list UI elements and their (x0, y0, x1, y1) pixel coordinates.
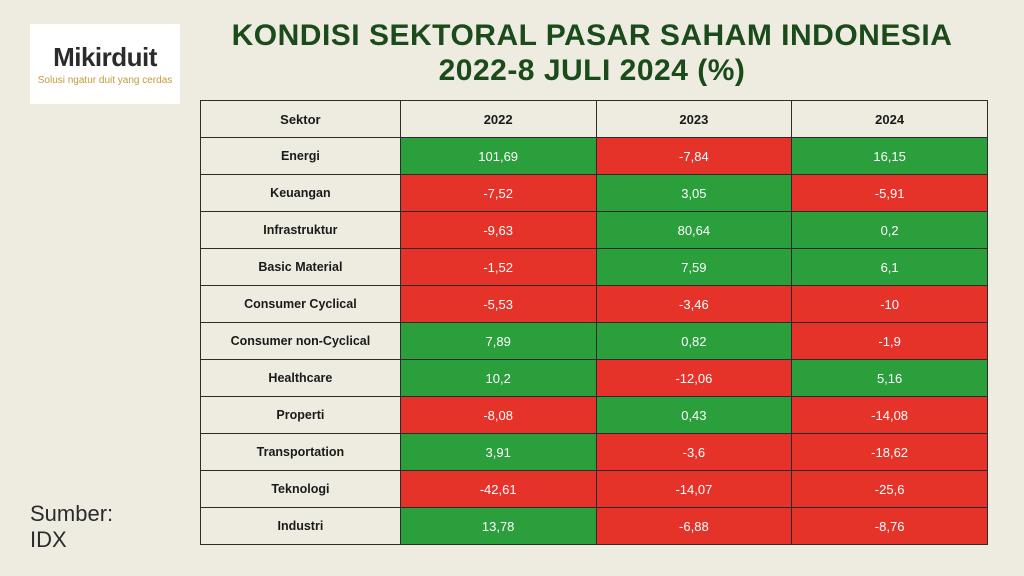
table-header-row: Sektor202220232024 (201, 101, 988, 138)
value-cell: -14,07 (596, 471, 792, 508)
value-cell: -9,63 (400, 212, 596, 249)
sector-cell: Consumer non-Cyclical (201, 323, 401, 360)
col-sector: Sektor (201, 101, 401, 138)
value-cell: 3,05 (596, 175, 792, 212)
value-cell: 0,43 (596, 397, 792, 434)
value-cell: -7,52 (400, 175, 596, 212)
value-cell: 5,16 (792, 360, 988, 397)
sector-cell: Keuangan (201, 175, 401, 212)
source-label: Sumber: (30, 501, 113, 526)
value-cell: 16,15 (792, 138, 988, 175)
value-cell: 6,1 (792, 249, 988, 286)
value-cell: -1,52 (400, 249, 596, 286)
value-cell: -5,53 (400, 286, 596, 323)
brand-tagline: Solusi ngatur duit yang cerdas (38, 75, 173, 86)
value-cell: -6,88 (596, 508, 792, 545)
data-source: Sumber: IDX (30, 501, 113, 552)
sector-cell: Energi (201, 138, 401, 175)
col-year-2023: 2023 (596, 101, 792, 138)
sector-cell: Transportation (201, 434, 401, 471)
value-cell: -7,84 (596, 138, 792, 175)
table-row: Energi101,69-7,8416,15 (201, 138, 988, 175)
value-cell: -5,91 (792, 175, 988, 212)
source-value: IDX (30, 527, 67, 552)
value-cell: -25,6 (792, 471, 988, 508)
sector-cell: Teknologi (201, 471, 401, 508)
value-cell: -12,06 (596, 360, 792, 397)
value-cell: -42,61 (400, 471, 596, 508)
sector-performance-table: Sektor202220232024 Energi101,69-7,8416,1… (200, 100, 988, 545)
sector-cell: Industri (201, 508, 401, 545)
sector-cell: Properti (201, 397, 401, 434)
brand-logo: Mikirduit Solusi ngatur duit yang cerdas (30, 24, 180, 104)
value-cell: 80,64 (596, 212, 792, 249)
value-cell: 0,82 (596, 323, 792, 360)
sector-cell: Consumer Cyclical (201, 286, 401, 323)
table-row: Healthcare10,2-12,065,16 (201, 360, 988, 397)
table-row: Basic Material-1,527,596,1 (201, 249, 988, 286)
value-cell: 3,91 (400, 434, 596, 471)
table-row: Consumer non-Cyclical7,890,82-1,9 (201, 323, 988, 360)
table-row: Infrastruktur-9,6380,640,2 (201, 212, 988, 249)
brand-name: Mikirduit (53, 42, 157, 73)
page-title: KONDISI SEKTORAL PASAR SAHAM INDONESIA 2… (200, 18, 984, 89)
sector-cell: Basic Material (201, 249, 401, 286)
value-cell: 101,69 (400, 138, 596, 175)
value-cell: -18,62 (792, 434, 988, 471)
table-row: Industri13,78-6,88-8,76 (201, 508, 988, 545)
value-cell: 7,59 (596, 249, 792, 286)
value-cell: 10,2 (400, 360, 596, 397)
value-cell: 0,2 (792, 212, 988, 249)
value-cell: 13,78 (400, 508, 596, 545)
value-cell: -3,46 (596, 286, 792, 323)
value-cell: -3,6 (596, 434, 792, 471)
col-year-2022: 2022 (400, 101, 596, 138)
sector-table-container: Sektor202220232024 Energi101,69-7,8416,1… (200, 100, 988, 545)
table-row: Transportation3,91-3,6-18,62 (201, 434, 988, 471)
sector-cell: Infrastruktur (201, 212, 401, 249)
table-row: Teknologi-42,61-14,07-25,6 (201, 471, 988, 508)
value-cell: -14,08 (792, 397, 988, 434)
value-cell: -10 (792, 286, 988, 323)
value-cell: -1,9 (792, 323, 988, 360)
value-cell: -8,08 (400, 397, 596, 434)
table-row: Properti-8,080,43-14,08 (201, 397, 988, 434)
value-cell: 7,89 (400, 323, 596, 360)
table-row: Keuangan-7,523,05-5,91 (201, 175, 988, 212)
col-year-2024: 2024 (792, 101, 988, 138)
value-cell: -8,76 (792, 508, 988, 545)
sector-cell: Healthcare (201, 360, 401, 397)
table-row: Consumer Cyclical-5,53-3,46-10 (201, 286, 988, 323)
